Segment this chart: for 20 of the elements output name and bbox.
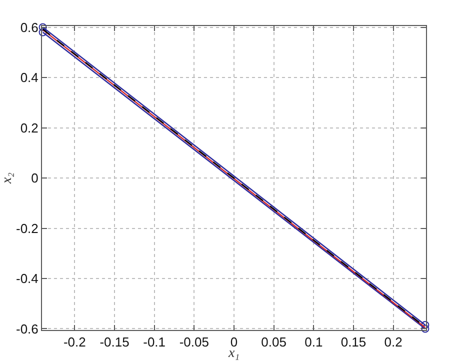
x-tick-label: -0.1 <box>143 334 166 350</box>
y-tick-label: 0 <box>31 170 38 186</box>
x-tick-label: 0.05 <box>261 334 286 350</box>
y-tick-label: 0.4 <box>20 70 38 86</box>
x-tick-label: 0.15 <box>340 334 366 350</box>
y-tick-label: -0.2 <box>16 220 38 236</box>
point <box>38 23 47 32</box>
x-tick-label: -0.15 <box>100 334 130 350</box>
y-axis-title: x₂ <box>0 172 15 185</box>
y-tick-label: 0.6 <box>20 20 38 35</box>
y-tick-label: 0.2 <box>20 120 38 136</box>
point <box>421 320 430 329</box>
x-tick-label: 0.1 <box>304 334 323 350</box>
y-tick-label: -0.4 <box>16 271 38 286</box>
y-tick-label: -0.6 <box>16 321 38 336</box>
x-tick-label: 0.2 <box>384 334 402 350</box>
x-tick-label: -0.2 <box>63 334 86 350</box>
point <box>421 324 430 333</box>
point <box>38 28 47 36</box>
x-tick-label: -0.05 <box>179 334 209 350</box>
